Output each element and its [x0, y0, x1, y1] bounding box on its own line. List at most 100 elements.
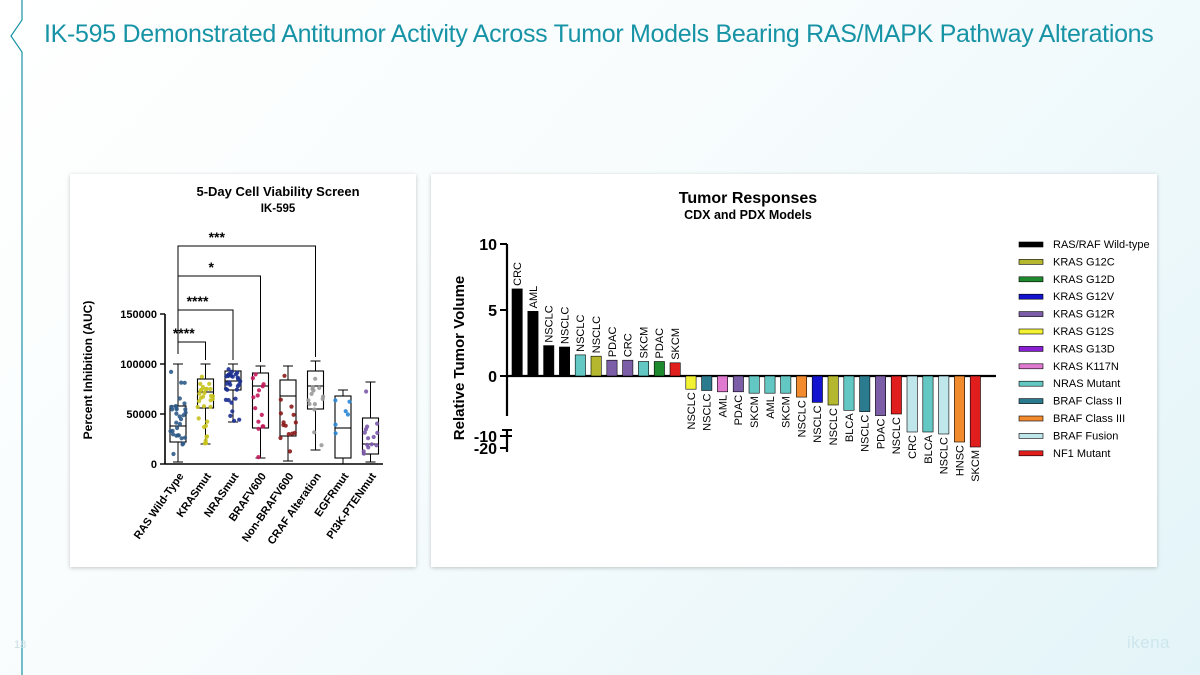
box-data-point [181, 413, 186, 418]
box-data-point [363, 427, 368, 432]
box-data-point [202, 390, 207, 396]
box-data-point [251, 395, 256, 400]
bar-category-label: NSCLC [575, 315, 587, 352]
box-data-point [208, 386, 213, 392]
bar-chart-ylabel: Relative Tumor Volume [451, 276, 468, 440]
legend-label: BRAF Class III [1053, 413, 1125, 425]
box-data-point [198, 395, 204, 400]
significance-bracket [177, 341, 206, 360]
legend-label: NF1 Mutant [1053, 448, 1110, 460]
box-data-point [362, 430, 367, 435]
bar-category-label: SKCM [638, 327, 650, 359]
tumor-volume-bar [559, 346, 570, 377]
box-data-point [312, 407, 317, 412]
box-data-point [345, 412, 350, 417]
bar-y-tick-label: 5 [488, 303, 497, 320]
legend-swatch [1018, 363, 1044, 370]
legend-swatch [1018, 346, 1044, 352]
box-data-point [309, 391, 314, 396]
box-data-point [170, 428, 175, 433]
box-data-point [293, 420, 298, 425]
box-data-point [259, 412, 264, 417]
box-data-point [199, 374, 204, 379]
tumor-volume-bar [511, 288, 523, 377]
box-data-point [319, 443, 324, 448]
box-data-point [233, 372, 238, 377]
tumor-volume-bar [574, 354, 586, 377]
box-data-point [287, 449, 293, 454]
bar-category-label: HNSC [954, 445, 966, 476]
box-data-point [174, 407, 179, 412]
box-data-point [233, 396, 238, 401]
box-data-point [232, 418, 237, 423]
box-data-point [177, 396, 182, 401]
legend-label: KRAS K117N [1053, 361, 1119, 373]
box-data-point [290, 431, 295, 436]
box-chart-title: 5-Day Cell Viability Screen [196, 184, 359, 199]
slide-title: IK-595 Demonstrated Antitumor Activity A… [44, 20, 1154, 48]
legend-label: KRAS G12D [1053, 274, 1115, 286]
bar-category-label: NSCLC [544, 305, 556, 342]
box-data-point [175, 425, 180, 431]
viability-box-plot: 5-Day Cell Viability Screen IK-595 Perce… [81, 184, 383, 547]
company-logo: ikena [1126, 633, 1170, 652]
bar-y-tick-label: 0 [488, 369, 497, 386]
tumor-volume-bar [527, 311, 539, 377]
box-data-point [333, 422, 338, 427]
legend-swatch [1018, 328, 1044, 335]
legend-swatch [1018, 311, 1044, 317]
tumor-volume-bar [764, 375, 776, 394]
box-data-point [250, 376, 255, 381]
tumor-volume-bar [796, 375, 807, 398]
page-number: 18 [14, 639, 27, 651]
bar-chart-title: Tumor Responses [679, 190, 818, 207]
bar-category-label: BLCA [923, 434, 935, 463]
box-data-point [182, 380, 187, 385]
box-data-point [278, 435, 283, 441]
box-data-point [226, 367, 231, 372]
box-data-point [170, 432, 176, 437]
bar-y-tick-label: -10 [474, 429, 497, 446]
tumor-volume-bar [590, 355, 602, 377]
bar-category-label: SKCM [670, 328, 682, 360]
tumor-volume-bar [622, 359, 634, 377]
box-data-point [291, 412, 296, 417]
bar-category-label: AML [528, 286, 540, 309]
bar-category-label: NSCLC [796, 400, 808, 437]
box-data-point [278, 411, 283, 416]
box-data-point [169, 369, 174, 374]
tumor-volume-bar [606, 359, 618, 377]
box-data-point [178, 417, 184, 422]
box-data-point [223, 397, 228, 402]
box-data-point [207, 381, 212, 386]
box-data-point [177, 421, 182, 427]
bar-category-label: PDAC [654, 328, 666, 359]
box-data-point [253, 372, 258, 377]
box-y-tick-label: 50000 [126, 409, 157, 421]
box-data-point [228, 413, 233, 418]
bar-category-label: NSCLC [812, 405, 824, 442]
box-data-point [256, 455, 261, 460]
significance-bracket [177, 245, 316, 357]
bar-category-label: NSCLC [860, 415, 872, 452]
box-iqr [279, 379, 297, 437]
box-data-point [369, 442, 374, 447]
bar-chart-subtitle: CDX and PDX Models [684, 208, 812, 222]
box-data-point [179, 380, 184, 385]
box-data-point [179, 436, 184, 441]
legend-swatch [1018, 293, 1044, 300]
legend-label: KRAS G12S [1053, 326, 1114, 338]
box-data-point [371, 434, 376, 440]
tumor-volume-bar [685, 375, 697, 390]
box-data-point [321, 394, 326, 399]
tumor-volume-bar [732, 375, 744, 393]
box-data-point [256, 388, 262, 393]
bar-category-label: CRC [907, 435, 919, 459]
box-y-tick-label: 0 [151, 459, 157, 471]
slide-accent-line [10, 0, 23, 675]
box-data-point [256, 426, 261, 431]
bar-category-label: CRC [512, 262, 524, 286]
box-data-point [224, 374, 229, 379]
bar-category-label: SKCM [781, 396, 793, 428]
box-data-point [237, 417, 242, 422]
